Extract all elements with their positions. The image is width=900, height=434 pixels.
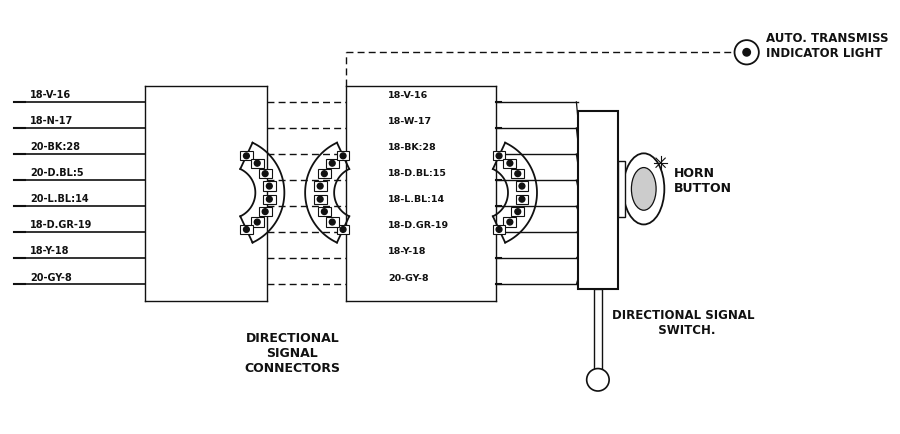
Text: 18-L.BL:14: 18-L.BL:14 — [388, 195, 446, 204]
Bar — [617, 161, 625, 217]
Circle shape — [515, 171, 521, 177]
Circle shape — [266, 184, 272, 190]
Text: 18-D.BL:15: 18-D.BL:15 — [388, 169, 447, 178]
Bar — [503, 218, 517, 227]
Text: AUTO. TRANSMISS
INDICATOR LIGHT: AUTO. TRANSMISS INDICATOR LIGHT — [766, 32, 889, 59]
Text: 18-Y-18: 18-Y-18 — [30, 246, 69, 256]
Bar — [492, 225, 506, 234]
Circle shape — [321, 209, 328, 215]
Circle shape — [262, 171, 268, 177]
Circle shape — [255, 220, 260, 225]
Text: 20-GY-8: 20-GY-8 — [30, 272, 72, 282]
Circle shape — [255, 161, 260, 167]
Circle shape — [515, 209, 521, 215]
Bar — [314, 182, 327, 191]
Text: 20-BK:28: 20-BK:28 — [30, 142, 80, 152]
Text: 18-BK:28: 18-BK:28 — [388, 143, 437, 152]
Text: 18-Y-18: 18-Y-18 — [388, 247, 427, 256]
Circle shape — [266, 197, 272, 203]
Circle shape — [519, 184, 525, 190]
Bar — [263, 195, 275, 204]
Text: 18-W-17: 18-W-17 — [388, 117, 432, 126]
Bar — [516, 182, 528, 191]
Bar — [594, 289, 601, 369]
Ellipse shape — [623, 154, 664, 225]
Circle shape — [262, 209, 268, 215]
Text: 18-V-16: 18-V-16 — [388, 91, 428, 100]
Bar — [318, 170, 330, 179]
Circle shape — [318, 197, 323, 203]
Bar — [259, 207, 272, 217]
Text: 20-D.BL:5: 20-D.BL:5 — [30, 168, 84, 178]
Bar — [337, 225, 349, 234]
Text: DIRECTIONAL SIGNAL
  SWITCH.: DIRECTIONAL SIGNAL SWITCH. — [612, 308, 754, 336]
Text: 18-D.GR-19: 18-D.GR-19 — [30, 220, 93, 230]
Bar — [511, 207, 524, 217]
Circle shape — [507, 220, 513, 225]
Bar — [240, 225, 253, 234]
Circle shape — [329, 220, 335, 225]
Text: DIRECTIONAL
SIGNAL
CONNECTORS: DIRECTIONAL SIGNAL CONNECTORS — [245, 331, 340, 374]
Text: 18-V-16: 18-V-16 — [30, 90, 71, 100]
Bar — [259, 170, 272, 179]
Bar — [579, 112, 617, 289]
Circle shape — [244, 154, 249, 159]
Text: 18-D.GR-19: 18-D.GR-19 — [388, 221, 449, 230]
Circle shape — [340, 154, 346, 159]
Text: 18-N-17: 18-N-17 — [30, 116, 73, 126]
Circle shape — [244, 227, 249, 233]
Circle shape — [519, 197, 525, 203]
Bar — [314, 195, 327, 204]
Bar — [337, 152, 349, 161]
Text: HORN
BUTTON: HORN BUTTON — [674, 166, 732, 194]
Circle shape — [734, 41, 759, 65]
Circle shape — [496, 154, 502, 159]
Bar — [240, 152, 253, 161]
Bar — [326, 159, 338, 168]
Bar — [263, 182, 275, 191]
Bar — [492, 152, 506, 161]
Bar — [251, 159, 264, 168]
Circle shape — [340, 227, 346, 233]
Circle shape — [321, 171, 328, 177]
Bar — [511, 170, 524, 179]
Circle shape — [507, 161, 513, 167]
Bar — [516, 195, 528, 204]
Circle shape — [318, 184, 323, 190]
Circle shape — [496, 227, 502, 233]
Bar — [503, 159, 517, 168]
Text: 20-GY-8: 20-GY-8 — [388, 273, 429, 282]
Circle shape — [587, 369, 609, 391]
Circle shape — [742, 49, 751, 57]
Bar — [251, 218, 264, 227]
Circle shape — [329, 161, 335, 167]
Ellipse shape — [632, 168, 656, 211]
Text: 20-L.BL:14: 20-L.BL:14 — [30, 194, 88, 204]
Bar — [318, 207, 330, 217]
Bar — [326, 218, 338, 227]
